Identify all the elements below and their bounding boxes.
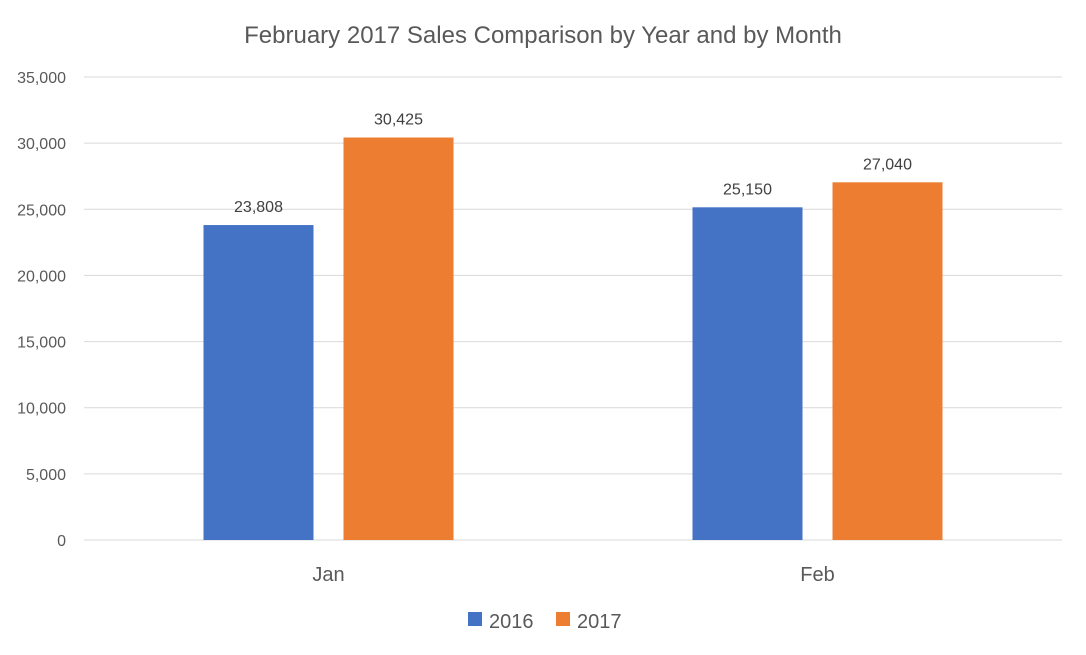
bars [203,137,943,540]
y-tick-label: 20,000 [17,268,66,285]
y-tick-label: 10,000 [17,401,66,418]
x-category-label: Jan [312,564,344,586]
legend-label: 2017 [577,611,622,633]
legend-swatch [468,612,482,626]
data-label: 23,808 [234,199,283,216]
y-tick-label: 25,000 [17,202,66,219]
data-label: 25,150 [723,181,772,198]
x-axis-categories: Jan Feb [312,564,834,586]
legend-swatch [556,612,570,626]
y-tick-label: 0 [57,533,66,550]
data-label: 30,425 [374,112,423,129]
legend-label: 2016 [489,611,534,633]
bar-2016-feb [692,207,803,540]
bar-2017-jan [343,137,454,540]
y-tick-label: 15,000 [17,335,66,352]
legend: 2016 2017 [468,611,622,633]
bar-2016-jan [203,225,314,540]
x-category-label: Feb [800,564,834,586]
data-labels: 23,808 30,425 25,150 27,040 [234,112,912,217]
y-tick-label: 5,000 [26,467,66,484]
data-label: 27,040 [863,156,912,173]
chart-title: February 2017 Sales Comparison by Year a… [244,22,842,49]
y-axis-ticks: 0 5,000 10,000 15,000 20,000 25,000 30,000 35,0… [17,70,66,550]
y-tick-label: 35,000 [17,70,66,87]
y-tick-label: 30,000 [17,136,66,153]
bar-2017-feb [832,182,943,540]
